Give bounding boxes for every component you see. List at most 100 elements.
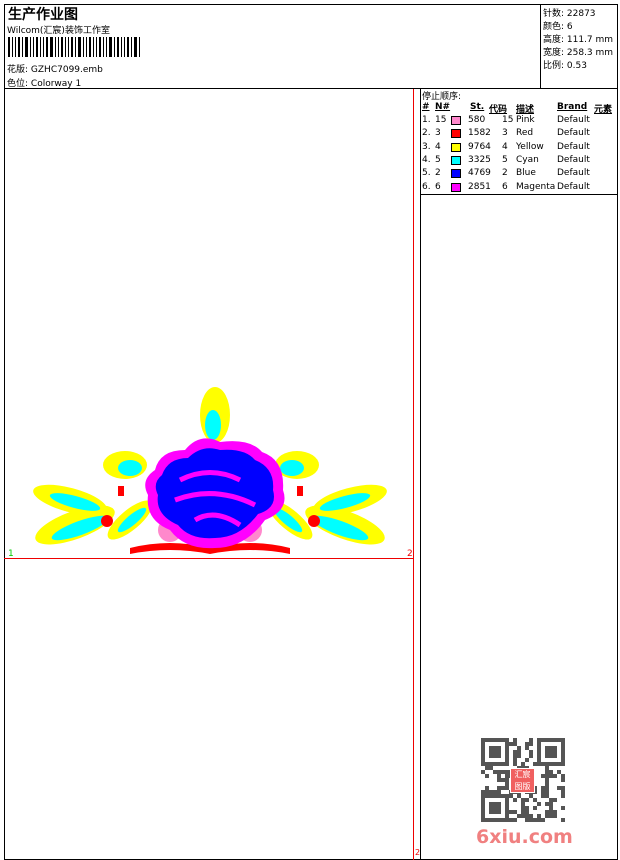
row-code: 4	[502, 141, 508, 152]
barcode-bar	[109, 37, 112, 57]
barcode-bar	[99, 37, 101, 57]
barcode-bar	[40, 37, 41, 57]
table-title: 停止顺序:	[422, 92, 462, 102]
colorway-label: 色位:	[7, 79, 29, 89]
barcode-bar	[46, 37, 48, 57]
row-index: 1.	[422, 115, 431, 125]
table-row: 6. 6 2851 6 Magenta Default	[422, 182, 618, 195]
row-needle: 6	[435, 181, 441, 192]
end-marker: 2	[407, 549, 413, 559]
barcode-bar	[114, 37, 115, 57]
color-swatch	[451, 182, 461, 192]
barcode-bar	[36, 37, 38, 57]
color-swatch	[451, 155, 461, 165]
barcode-bar	[103, 37, 104, 57]
col-index: #	[422, 102, 430, 112]
barcode-bar	[96, 37, 97, 57]
barcode-bar	[68, 37, 69, 57]
color-count: 颜色: 6	[543, 22, 573, 32]
row-code: 5	[502, 154, 508, 165]
barcode-bar	[18, 37, 20, 57]
barcode-bar	[134, 37, 137, 57]
row-stitches: 580	[468, 115, 486, 125]
row-stitches: 1582	[468, 128, 491, 139]
row-needle: 4	[435, 141, 441, 152]
row-code: 6	[502, 181, 508, 192]
barcode-bar	[8, 37, 10, 57]
row-brand: Default	[557, 181, 590, 192]
row-brand: Default	[557, 141, 590, 152]
col-code: 代码	[489, 105, 508, 115]
color-swatch	[451, 142, 461, 152]
barcode-bar	[124, 37, 125, 57]
barcode-bar	[43, 37, 44, 57]
col-description: 描述	[516, 105, 535, 115]
colorway: 色位: Colorway 1	[7, 76, 81, 89]
row-brand: Default	[557, 168, 590, 179]
barcode-bar	[127, 37, 129, 57]
row-needle: 15	[435, 115, 447, 125]
row-stitches: 9764	[468, 141, 491, 152]
embroidery-design-preview	[33, 387, 387, 554]
start-marker: 1	[8, 549, 14, 559]
red-stem	[130, 543, 290, 554]
studio-name: Wilcom(汇宸)装饰工作室	[7, 26, 110, 36]
seal-stamp: 汇宸图版	[510, 768, 535, 793]
watermark-site: 6xiu.com	[476, 826, 573, 848]
design-boundary-horizontal	[4, 558, 414, 559]
divider	[540, 4, 541, 88]
barcode-bar	[25, 37, 28, 57]
table-header: # N# St. 代码 描述 Brand 元素	[422, 102, 618, 115]
barcode-bar	[33, 37, 34, 57]
col-needle: N#	[435, 102, 451, 112]
barcode-bar	[139, 37, 140, 57]
row-index: 4.	[422, 154, 431, 165]
barcode-bar	[65, 37, 66, 57]
rose-flower	[145, 438, 285, 549]
design-file: 花版: GZHC7099.emb	[7, 62, 103, 75]
divider	[420, 194, 618, 195]
row-index: 5.	[422, 168, 431, 179]
row-brand: Default	[557, 115, 590, 125]
stitch-count: 针数: 22873	[543, 9, 596, 19]
design-width: 宽度: 258.3 mm	[543, 48, 614, 58]
table-row: 4. 5 3325 5 Cyan Default	[422, 155, 618, 168]
stop-sequence-table: 停止顺序: # N# St. 代码 描述 Brand 元素 1. 15 580 …	[422, 89, 618, 193]
barcode-bar	[89, 37, 91, 57]
barcode-bar	[121, 37, 122, 57]
page-title: 生产作业图	[8, 7, 78, 23]
barcode-bar	[22, 37, 23, 57]
barcode-bar	[86, 37, 87, 57]
row-needle: 3	[435, 128, 441, 139]
row-description: Cyan	[516, 154, 539, 165]
colorway-value: Colorway 1	[30, 79, 82, 89]
barcode-bar	[131, 37, 132, 57]
row-brand: Default	[557, 128, 590, 139]
leaves-left	[33, 451, 153, 545]
table-row: 1. 15 580 15 Pink Default	[422, 115, 618, 128]
row-index: 3.	[422, 141, 431, 152]
barcode-bar	[106, 37, 107, 57]
scale: 比例: 0.53	[543, 61, 587, 71]
barcode-bar	[50, 37, 53, 57]
row-stitches: 4769	[468, 168, 491, 179]
row-needle: 2	[435, 168, 441, 179]
col-brand: Brand	[557, 102, 588, 112]
color-swatch	[451, 116, 461, 125]
barcode-bar	[30, 37, 31, 57]
row-description: Blue	[516, 168, 536, 179]
table-row: 3. 4 9764 4 Yellow Default	[422, 142, 618, 155]
barcode-bar	[83, 37, 84, 57]
barcode-bar	[75, 37, 76, 57]
barcode-bar	[55, 37, 56, 57]
divider	[4, 88, 618, 89]
row-index: 2.	[422, 128, 431, 139]
barcode-bar	[12, 37, 13, 57]
row-stitches: 2851	[468, 181, 491, 192]
row-code: 15	[502, 115, 514, 125]
col-stitches: St.	[470, 102, 485, 112]
barcode-bar	[71, 37, 73, 57]
divider	[420, 88, 421, 860]
barcode-bar	[58, 37, 59, 57]
design-height: 高度: 111.7 mm	[543, 35, 614, 45]
